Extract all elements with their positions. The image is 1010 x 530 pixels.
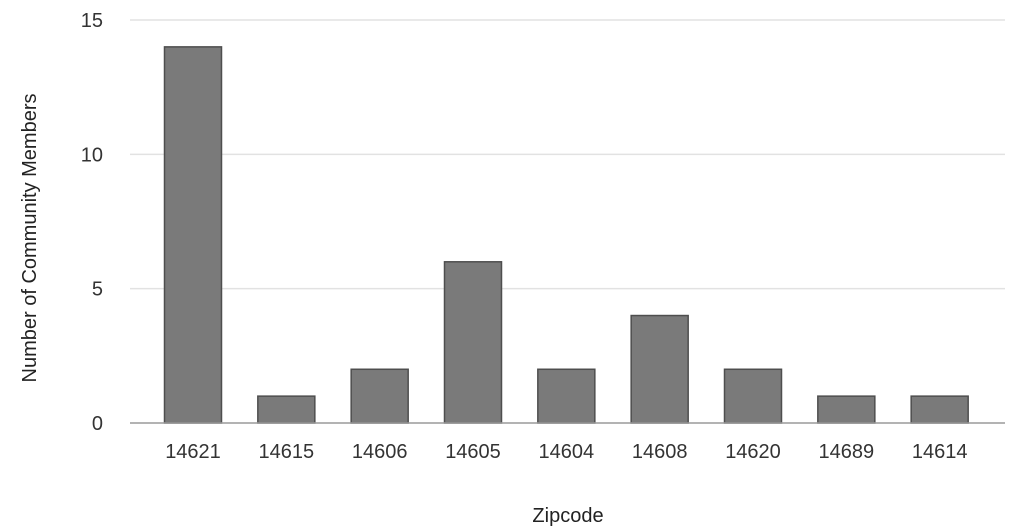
x-tick-label: 14604 (539, 441, 595, 463)
x-tick-label: 14606 (352, 441, 408, 463)
y-axis-title: Number of Community Members (19, 94, 41, 383)
x-tick-label: 14608 (632, 441, 688, 463)
y-tick-label: 15 (81, 10, 103, 32)
x-tick-label: 14605 (445, 441, 501, 463)
y-tick-label: 5 (92, 279, 103, 301)
y-tick-label: 10 (81, 144, 103, 166)
bar-14604 (537, 368, 596, 424)
x-tick-label: 14621 (165, 441, 221, 463)
bar-14608 (630, 314, 689, 424)
x-tick-label: 14689 (819, 441, 875, 463)
gridlines (130, 19, 1005, 290)
x-tick-labels: 14621 14615 14606 14605 14604 14608 14620 14689… (165, 441, 967, 463)
x-tick-label: 14614 (912, 441, 968, 463)
x-tick-label: 14620 (725, 441, 781, 463)
y-tick-label: 0 (92, 413, 103, 435)
bar-14614 (910, 395, 969, 424)
bar-14605 (443, 261, 503, 424)
bar-14615 (257, 395, 316, 424)
bar-14621 (163, 46, 223, 424)
y-tick-labels: 0 5 10 15 (81, 10, 103, 435)
bar-14606 (350, 368, 409, 424)
bar-14620 (723, 368, 783, 424)
x-tick-label: 14615 (259, 441, 315, 463)
x-axis-title: Zipcode (532, 505, 603, 527)
bar-14689 (817, 395, 876, 424)
bars (163, 46, 969, 424)
